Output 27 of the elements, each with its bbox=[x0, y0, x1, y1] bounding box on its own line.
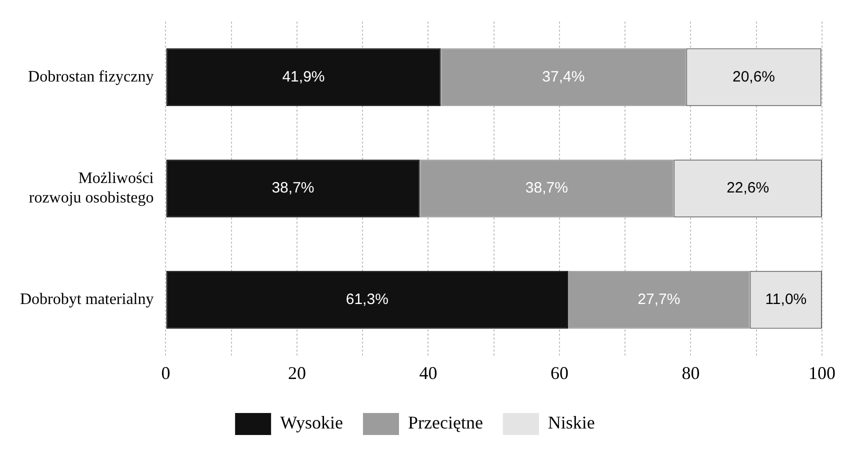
bar bbox=[568, 270, 750, 329]
x-tick-label: 0 bbox=[161, 362, 170, 383]
bar bbox=[420, 160, 674, 218]
data-label: 61,3% bbox=[346, 290, 388, 308]
bar bbox=[440, 48, 686, 106]
legend-label: Niskie bbox=[548, 412, 595, 433]
y-tick-label: Dobrostan fizyczny bbox=[28, 68, 154, 86]
data-label: 20,6% bbox=[732, 68, 776, 86]
data-label: 41,9% bbox=[282, 68, 325, 86]
data-label: 38,7% bbox=[272, 180, 314, 197]
y-tick-label: Możliwości rozwoju osobistego bbox=[28, 170, 154, 206]
legend-label: Wysokie bbox=[280, 412, 343, 433]
data-label: 27,7% bbox=[638, 290, 680, 308]
x-tick-label: 40 bbox=[419, 362, 438, 383]
bar bbox=[166, 270, 568, 329]
data-label: 11,0% bbox=[765, 290, 807, 308]
y-tick-label: Dobrobyt materialny bbox=[20, 290, 154, 308]
x-tick-label: 100 bbox=[808, 362, 836, 383]
legend-label: Przeciętne bbox=[408, 412, 483, 433]
data-label: 22,6% bbox=[726, 180, 770, 197]
x-tick-label: 20 bbox=[288, 362, 306, 383]
data-label: 37,4% bbox=[542, 68, 585, 86]
x-tick-label: 60 bbox=[550, 362, 568, 383]
bar bbox=[166, 48, 441, 106]
bar bbox=[166, 160, 420, 218]
data-label: 38,7% bbox=[525, 180, 568, 197]
x-tick-label: 80 bbox=[682, 362, 700, 383]
